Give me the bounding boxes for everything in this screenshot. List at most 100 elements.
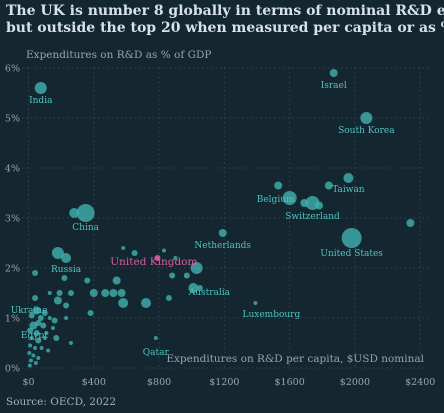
data-point-country [40, 322, 47, 329]
data-point-country [31, 353, 36, 358]
data-point-country [33, 330, 40, 336]
point-label-australia: Australia [188, 288, 231, 298]
data-point-luxembourg [253, 301, 258, 305]
data-point-country [47, 291, 52, 295]
point-label-russia: Russia [51, 265, 82, 275]
point-label-china: China [72, 223, 99, 233]
data-point-country [87, 310, 94, 316]
data-point-country [165, 295, 172, 301]
data-point-country [64, 316, 69, 320]
y-tick-label: 5% [5, 114, 20, 125]
point-label-switzerland: Switzerland [285, 212, 340, 222]
data-point-country [27, 327, 34, 334]
data-point-country [101, 289, 110, 297]
data-point-country [169, 272, 176, 279]
data-point-united-kingdom [154, 255, 161, 261]
point-label-ukraine: Ukraine [11, 306, 48, 316]
point-label-south-korea: South Korea [338, 126, 395, 136]
data-point-country [118, 298, 129, 308]
data-point-country [29, 336, 34, 340]
data-point-country [32, 306, 41, 315]
chart-title-line-2: but outside the top 20 when measured per… [6, 20, 444, 36]
data-point-country [117, 289, 126, 297]
y-axis-label: Expenditures on R&D as % of GDP [26, 49, 211, 61]
point-label-united-states: United States [320, 249, 383, 259]
data-point-country [29, 321, 38, 330]
data-point-country [28, 343, 33, 348]
data-point-country [33, 346, 38, 350]
data-point-country [28, 358, 33, 363]
data-point-country [315, 201, 324, 210]
x-tick-label: $2000 [340, 377, 370, 388]
data-point-netherlands [218, 229, 227, 237]
data-point-country [36, 356, 41, 360]
data-point-country [173, 256, 178, 260]
data-point-united-states [341, 228, 362, 248]
data-point-country [67, 290, 74, 296]
chart-title: The UK is number 8 globally in terms of … [6, 3, 444, 37]
y-tick-label: 3% [5, 214, 20, 225]
data-point-country [27, 351, 32, 355]
data-point-country [183, 272, 190, 279]
data-point-country [68, 341, 73, 345]
data-point-taiwan [343, 173, 354, 183]
data-point-country [51, 326, 56, 330]
y-tick-label: 1% [5, 314, 20, 325]
point-label-belgium: Belgium [257, 195, 295, 205]
point-label-united-kingdom: United Kingdom [110, 256, 197, 268]
point-label-israel: Israel [321, 81, 347, 91]
data-point-ukraine [32, 295, 39, 301]
scatter-plot: 0% 1% 2% 3% 4% 5% 6% $0 $400 $800 $1200 $1600 $2000 $… [5, 49, 435, 389]
data-point-country [112, 276, 121, 285]
data-points [27, 69, 415, 368]
data-point-country [27, 363, 32, 368]
data-point-india [34, 82, 47, 94]
data-point-country [63, 302, 70, 309]
data-point-country [324, 181, 333, 190]
point-label-egypt: Egypt [21, 331, 48, 341]
y-tick-label: 0% [5, 364, 20, 375]
x-tick-label: $1200 [209, 377, 239, 388]
source-note: Source: OECD, 2022 [6, 396, 117, 408]
data-point-country [33, 361, 38, 365]
data-point-china [76, 204, 95, 222]
chart-title-line-1: The UK is number 8 globally in terms of … [6, 3, 444, 19]
y-tick-label: 6% [5, 64, 20, 75]
data-point-country [190, 262, 203, 274]
data-point-country [89, 289, 98, 297]
data-point-russia [61, 253, 72, 263]
y-tick-label: 4% [5, 164, 20, 175]
x-tick-label: $400 [82, 377, 106, 388]
x-axis-label: Expenditures on R&D per capita, $USD nom… [166, 353, 424, 365]
point-label-taiwan: Taiwan [332, 185, 365, 195]
data-point-country [47, 316, 52, 320]
data-point-country [51, 247, 64, 259]
point-label-india: India [29, 96, 53, 106]
axis-ticks: 0% 1% 2% 3% 4% 5% 6% $0 $400 $800 $1200 $1600 $2000 $… [5, 64, 435, 389]
data-point-country [35, 337, 42, 344]
data-point-country [69, 208, 80, 218]
data-point-south-korea [360, 112, 373, 124]
data-point-country [274, 181, 283, 190]
data-point-country [46, 348, 51, 353]
x-tick-label: $1600 [275, 377, 305, 388]
y-tick-label: 2% [5, 264, 20, 275]
data-point-country [39, 346, 44, 350]
data-point-country [51, 317, 58, 324]
data-point-country [406, 219, 415, 227]
data-point-israel [329, 69, 338, 77]
data-point-country [121, 246, 126, 250]
data-point-country [109, 289, 118, 297]
data-point-country [131, 250, 138, 256]
x-tick-label: $2400 [405, 377, 435, 388]
point-labels: India Israel South Korea Taiwan Belgium Switz… [11, 81, 396, 358]
x-tick-label: $0 [22, 377, 34, 388]
data-point-country [53, 335, 60, 341]
data-point-belgium [282, 191, 297, 205]
data-point-country [44, 331, 49, 335]
x-tick-label: $800 [147, 377, 171, 388]
point-label-luxembourg: Luxembourg [243, 310, 301, 320]
data-point-country [53, 296, 62, 305]
data-point-country [300, 199, 309, 207]
data-point-country [41, 310, 48, 316]
